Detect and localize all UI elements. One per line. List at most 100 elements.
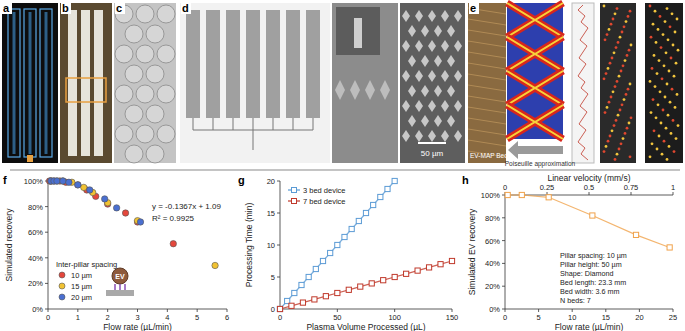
flow-core <box>507 71 563 105</box>
x-tick <box>137 309 138 312</box>
particle <box>608 101 611 104</box>
particle <box>611 57 614 60</box>
particle <box>622 137 625 140</box>
marker <box>404 271 409 276</box>
particle <box>627 15 630 18</box>
marker <box>300 300 305 305</box>
branch <box>293 118 294 130</box>
y-tick <box>45 283 48 284</box>
marker <box>101 196 107 202</box>
pillar <box>447 85 455 97</box>
x-tick-label: 15 <box>602 313 610 322</box>
panel-letter: b <box>62 2 69 14</box>
particle <box>621 31 624 34</box>
particle <box>618 75 621 78</box>
pillar <box>408 115 416 127</box>
legend-label: 20 µm <box>71 293 92 302</box>
x2-axis-label: Linear velocity (mm/s) <box>547 173 630 183</box>
x-tick-label: 6 <box>225 313 229 322</box>
zoom-box <box>66 78 106 102</box>
marker <box>378 194 383 199</box>
sem-image <box>400 3 465 163</box>
particle <box>662 33 665 36</box>
particle <box>660 46 663 49</box>
particle <box>616 7 619 10</box>
particle <box>650 111 653 114</box>
marker <box>328 250 333 255</box>
particle <box>627 88 630 91</box>
pillar <box>157 125 175 143</box>
particle <box>623 25 626 28</box>
pillar <box>428 130 436 142</box>
annotation: Shape: Diamond <box>560 269 614 278</box>
particle <box>655 116 658 119</box>
y-tick <box>502 195 505 196</box>
texture-line <box>468 41 506 47</box>
particle <box>663 64 666 67</box>
linker <box>114 284 116 290</box>
x-tick-label: 20 <box>635 313 643 322</box>
particle <box>626 127 629 130</box>
marker <box>349 226 354 231</box>
pillar <box>454 130 462 142</box>
marker <box>54 178 60 184</box>
surface <box>106 290 134 296</box>
marker <box>426 265 431 270</box>
y-tick <box>277 213 280 214</box>
particle <box>623 98 626 101</box>
particle <box>661 153 664 156</box>
branch <box>253 130 254 150</box>
legend-marker <box>292 199 297 204</box>
y-axis <box>505 195 506 309</box>
y-tick <box>45 232 48 233</box>
pillar <box>447 55 455 67</box>
pillar <box>454 40 462 52</box>
channel-bed <box>13 12 16 154</box>
particle <box>629 10 632 13</box>
pillar <box>441 130 449 142</box>
particle <box>651 142 654 145</box>
marker <box>415 268 420 273</box>
ev-icon <box>112 268 128 284</box>
pillar <box>441 40 449 52</box>
particle <box>610 23 613 26</box>
annotation: R² = 0.9925 <box>152 214 195 223</box>
y-tick <box>277 277 280 278</box>
pillar <box>434 55 442 67</box>
particle <box>622 64 625 67</box>
x-tick <box>538 309 539 312</box>
marker <box>313 266 318 271</box>
marker <box>335 290 340 295</box>
annotation: Pillar height: 50 µm <box>560 260 622 269</box>
x-tick <box>77 309 78 312</box>
pillar <box>136 45 154 63</box>
texture-line <box>468 74 506 80</box>
inset-label: EV <box>115 273 125 280</box>
particle <box>669 25 672 28</box>
y-axis <box>48 181 49 309</box>
marker <box>385 186 390 191</box>
pillar <box>136 125 154 143</box>
marker <box>449 258 454 263</box>
flow-band <box>507 105 563 139</box>
legend-marker <box>59 283 65 289</box>
particle <box>609 135 612 138</box>
pillar <box>365 80 375 100</box>
pillar <box>428 40 436 52</box>
particle <box>616 80 619 83</box>
pillar <box>428 10 436 22</box>
particle <box>671 12 674 15</box>
particle <box>668 70 671 73</box>
legend-marker <box>59 294 65 300</box>
marker <box>81 184 87 190</box>
x2-tick-label: 0.25 <box>540 183 555 192</box>
legend-label: 7 bed device <box>303 197 346 206</box>
particle <box>603 77 606 80</box>
pillar <box>157 85 175 103</box>
particle <box>656 148 659 151</box>
series-line <box>508 195 670 247</box>
particle <box>607 67 610 70</box>
channel-bed <box>45 12 48 154</box>
x-axis <box>505 309 673 310</box>
x-tick <box>639 309 640 312</box>
